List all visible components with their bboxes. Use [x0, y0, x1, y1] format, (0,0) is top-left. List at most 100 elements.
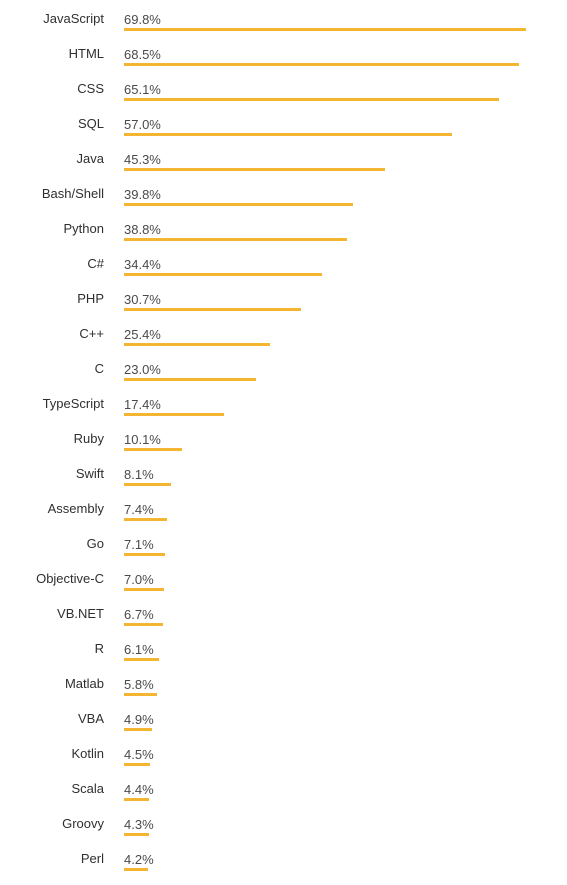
bar — [124, 518, 167, 521]
value-label: 39.8% — [124, 187, 161, 202]
value-label: 17.4% — [124, 397, 161, 412]
bar — [124, 238, 347, 241]
value-label: 45.3% — [124, 152, 161, 167]
bar-row: Swift 8.1% — [0, 463, 567, 498]
value-label: 7.0% — [124, 572, 154, 587]
value-label: 25.4% — [124, 327, 161, 342]
bar — [124, 763, 150, 766]
category-label: Go — [86, 536, 104, 551]
bar-row: Scala 4.4% — [0, 778, 567, 813]
bar-row: Go 7.1% — [0, 533, 567, 568]
category-label: C# — [87, 256, 104, 271]
category-label: TypeScript — [42, 396, 104, 411]
bar-row: CSS 65.1% — [0, 78, 567, 113]
bar — [124, 203, 353, 206]
bar-row: Assembly 7.4% — [0, 498, 567, 533]
value-label: 30.7% — [124, 292, 161, 307]
bar — [124, 553, 165, 556]
bar-row: C++ 25.4% — [0, 323, 567, 358]
bar-row: Matlab 5.8% — [0, 673, 567, 708]
bar-row: Python 38.8% — [0, 218, 567, 253]
category-label: SQL — [77, 116, 104, 131]
bar-row: VB.NET 6.7% — [0, 603, 567, 638]
category-label: R — [94, 641, 104, 656]
bar-row: C 23.0% — [0, 358, 567, 393]
category-label: HTML — [68, 46, 104, 61]
category-label: Scala — [71, 781, 104, 796]
bar-row: C# 34.4% — [0, 253, 567, 288]
bar — [124, 833, 149, 836]
value-label: 7.1% — [124, 537, 154, 552]
bar — [124, 28, 526, 31]
bar-row: SQL 57.0% — [0, 113, 567, 148]
category-label: Bash/Shell — [41, 186, 104, 201]
bar — [124, 658, 159, 661]
bar-row: TypeScript 17.4% — [0, 393, 567, 428]
value-label: 4.3% — [124, 817, 154, 832]
category-label: VBA — [77, 711, 104, 726]
bar — [124, 623, 163, 626]
bar — [124, 693, 157, 696]
category-label: VB.NET — [57, 606, 104, 621]
category-label: C++ — [79, 326, 104, 341]
bar — [124, 483, 171, 486]
bar — [124, 413, 224, 416]
bar — [124, 98, 499, 101]
bar-row: JavaScript 69.8% — [0, 8, 567, 43]
value-label: 6.1% — [124, 642, 154, 657]
bar — [124, 798, 149, 801]
category-label: Matlab — [64, 676, 104, 691]
bar — [124, 378, 256, 381]
value-label: 69.8% — [124, 12, 161, 27]
bar-row: Ruby 10.1% — [0, 428, 567, 463]
value-label: 65.1% — [124, 82, 161, 97]
category-label: Java — [76, 151, 104, 166]
category-label: C — [94, 361, 104, 376]
category-label: CSS — [77, 81, 104, 96]
category-label: Kotlin — [71, 746, 104, 761]
value-label: 4.4% — [124, 782, 154, 797]
bar-row: Perl 4.2% — [0, 848, 567, 883]
category-label: Python — [63, 221, 104, 236]
bar-row: PHP 30.7% — [0, 288, 567, 323]
bar-row: Groovy 4.3% — [0, 813, 567, 848]
bar — [124, 588, 164, 591]
bar — [124, 728, 152, 731]
value-label: 6.7% — [124, 607, 154, 622]
value-label: 7.4% — [124, 502, 154, 517]
value-label: 57.0% — [124, 117, 161, 132]
category-label: Assembly — [47, 501, 104, 516]
value-label: 4.9% — [124, 712, 154, 727]
bar — [124, 448, 182, 451]
bar-row: Objective-C 7.0% — [0, 568, 567, 603]
bar — [124, 868, 148, 871]
bar — [124, 308, 301, 311]
bar — [124, 343, 270, 346]
value-label: 10.1% — [124, 432, 161, 447]
value-label: 23.0% — [124, 362, 161, 377]
bar-row: VBA 4.9% — [0, 708, 567, 743]
category-label: Ruby — [73, 431, 104, 446]
category-label: Objective-C — [36, 571, 104, 586]
bar — [124, 133, 452, 136]
value-label: 38.8% — [124, 222, 161, 237]
category-label: Groovy — [62, 816, 104, 831]
value-label: 8.1% — [124, 467, 154, 482]
value-label: 34.4% — [124, 257, 161, 272]
category-label: Perl — [80, 851, 104, 866]
bar — [124, 273, 322, 276]
value-label: 4.2% — [124, 852, 154, 867]
category-label: PHP — [77, 291, 104, 306]
category-label: JavaScript — [43, 11, 104, 26]
bar-row: Java 45.3% — [0, 148, 567, 183]
bar-row: R 6.1% — [0, 638, 567, 673]
bar — [124, 63, 519, 66]
value-label: 68.5% — [124, 47, 161, 62]
bar-row: Kotlin 4.5% — [0, 743, 567, 778]
value-label: 4.5% — [124, 747, 154, 762]
bar-row: Bash/Shell 39.8% — [0, 183, 567, 218]
value-label: 5.8% — [124, 677, 154, 692]
bar — [124, 168, 385, 171]
bar-row: HTML 68.5% — [0, 43, 567, 78]
